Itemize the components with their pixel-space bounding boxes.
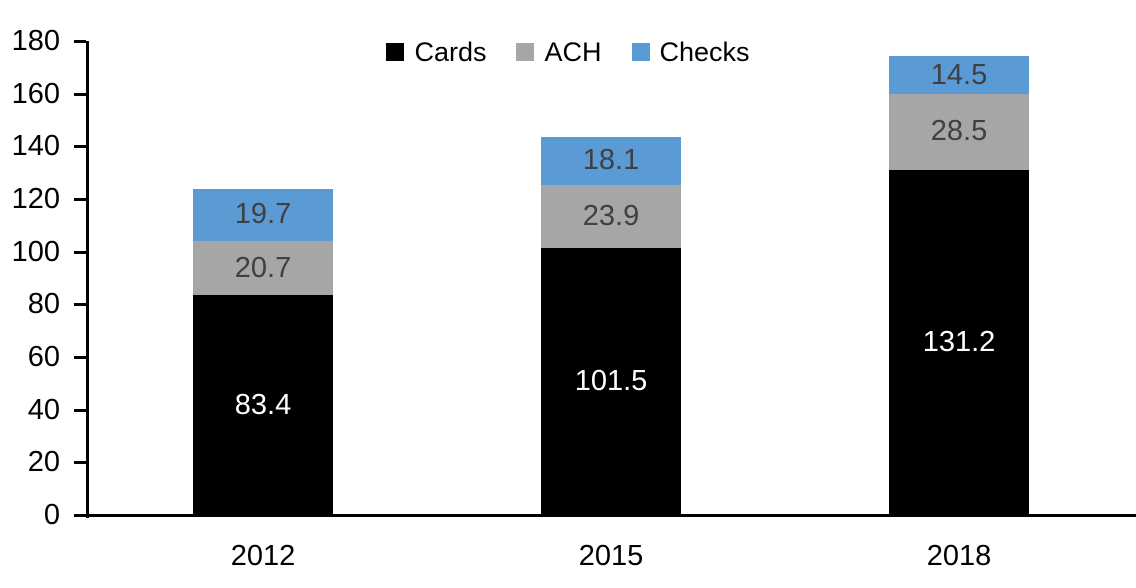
data-label: 83.4 [234,388,292,421]
data-label: 19.7 [234,198,292,231]
bar-segment-ach-2018: 28.5 [889,94,1029,170]
y-axis-line [86,41,89,518]
bar-segment-cards-2018: 131.2 [889,169,1029,515]
y-tick-mark [74,198,86,201]
legend-label: ACH [544,36,602,67]
y-tick-label: 160 [11,78,60,110]
bar-segment-checks-2015: 18.1 [541,137,681,185]
legend-item-cards: Cards [386,36,487,67]
y-tick-mark [74,251,86,254]
y-tick-label: 80 [27,288,60,320]
x-category-label: 2018 [926,540,992,572]
legend-item-ach: ACH [516,36,602,67]
x-category-label: 2012 [230,540,296,572]
x-axis-line [86,514,1136,517]
data-label: 14.5 [930,58,988,91]
legend-item-checks: Checks [631,36,750,67]
y-tick-label: 40 [27,394,60,426]
legend-swatch-icon [516,43,535,61]
y-tick-mark [74,93,86,96]
bar-segment-ach-2012: 20.7 [193,240,333,296]
y-tick-label: 100 [11,236,60,268]
bar-segment-cards-2015: 101.5 [541,247,681,515]
data-label: 18.1 [582,144,640,177]
legend-swatch-icon [631,43,650,61]
y-tick-label: 140 [11,130,60,162]
y-tick-mark [74,409,86,412]
y-tick-label: 180 [11,25,60,57]
y-tick-mark [74,356,86,359]
y-tick-label: 120 [11,183,60,215]
y-tick-label: 20 [27,446,60,478]
bar-segment-ach-2015: 23.9 [541,184,681,248]
y-tick-mark [74,461,86,464]
bar-segment-cards-2012: 83.4 [193,295,333,515]
data-label: 28.5 [930,115,988,148]
legend-label: Cards [414,36,487,67]
legend: Cards ACH Checks [0,37,1136,67]
data-label: 131.2 [922,325,996,358]
y-tick-mark [74,40,86,43]
data-label: 23.9 [582,199,640,232]
data-label: 101.5 [574,364,648,397]
y-tick-label: 0 [43,499,60,531]
data-label: 20.7 [234,251,292,284]
bar-segment-checks-2012: 19.7 [193,188,333,241]
y-tick-mark [74,303,86,306]
y-tick-mark [74,145,86,148]
y-tick-label: 60 [27,341,60,373]
legend-swatch-icon [386,43,405,61]
x-category-label: 2015 [578,540,644,572]
bar-segment-checks-2018: 14.5 [889,56,1029,95]
y-tick-mark [74,514,86,517]
legend-label: Checks [659,36,750,67]
